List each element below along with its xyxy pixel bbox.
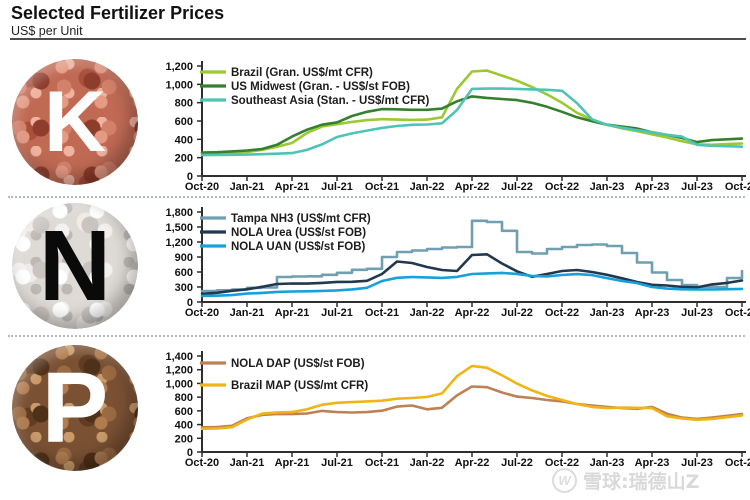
series-line-N-0 [200,219,744,293]
x-tick-label: Oct-21 [365,457,399,469]
x-tick-label: Apr-21 [275,181,310,193]
y-tick-label: 0 [187,447,193,459]
nitrogen-letter: N [38,210,112,322]
watermark: W 雪球:瑞德山Z [552,467,699,494]
x-tick-label: Jan-23 [590,181,625,193]
x-tick-label: Jan-21 [230,181,265,193]
x-tick-label: Jul-23 [681,307,713,319]
y-tick-label: 400 [175,420,193,432]
x-tick-label: Apr-23 [635,457,670,469]
legend-label: Tampa NH3 (US$/mt CFR) [231,213,371,225]
x-tick-label: Oct-21 [365,307,399,319]
y-tick-label: 600 [175,116,193,128]
y-tick-label: 200 [175,153,193,165]
x-tick-label: Jul-21 [321,457,353,469]
x-tick-label: Jan-23 [590,457,625,469]
page-title: Selected Fertilizer Prices [11,3,225,23]
y-tick-label: 1,500 [165,222,193,234]
legend-label: NOLA Urea (US$/st FOB) [231,227,366,239]
y-tick-label: 1,000 [165,378,193,390]
x-tick-label: Oct-23 [725,457,750,469]
legend-label: Southeast Asia (Stan. - US$/mt CFR) [231,95,429,107]
x-tick-label: Jul-22 [501,307,533,319]
x-tick-label: Apr-23 [635,307,670,319]
x-tick-label: Oct-22 [545,307,579,319]
x-tick-label: Oct-21 [365,181,399,193]
phosphate-letter: P [41,352,109,464]
x-tick-label: Jan-21 [230,457,265,469]
x-tick-label: Oct-20 [185,457,219,469]
legend-label: NOLA UAN (US$/st FOB) [231,241,366,253]
panel-N: 0 300 600 900 1,200 1,500 1,800 Oct-20 Jan-21 Apr… [165,207,750,319]
x-tick-label: Apr-21 [275,457,310,469]
x-tick-label: Oct-22 [545,457,579,469]
y-tick-label: 600 [175,406,193,418]
x-tick-label: Apr-22 [455,181,490,193]
y-tick-label: 1,200 [165,61,193,73]
y-tick-label: 200 [175,433,193,445]
x-tick-label: Oct-23 [725,307,750,319]
y-tick-label: 1,200 [165,237,193,249]
series-line-P-0 [200,385,744,429]
y-tick-label: 1,000 [165,79,193,91]
phosphate-granules-image: P [12,345,138,471]
legend-label: Brazil (Gran. US$/mt CFR) [231,67,373,79]
y-tick-label: 400 [175,134,193,146]
legend-label: NOLA DAP (US$/st FOB) [231,358,365,370]
series-line-N-1 [200,253,744,296]
x-tick-label: Jul-21 [321,181,353,193]
panel-divider-1 [8,196,745,198]
y-tick-label: 0 [187,171,193,183]
y-tick-label: 800 [175,392,193,404]
series-line-P-1 [200,364,744,431]
x-tick-label: Jul-22 [501,457,533,469]
legend-label: Brazil MAP (US$/mt CFR) [231,380,368,392]
x-tick-label: Jul-23 [681,181,713,193]
x-tick-label: Jan-22 [410,307,445,319]
series-line-K-2 [200,87,744,157]
x-tick-label: Apr-23 [635,181,670,193]
x-tick-label: Jul-21 [321,307,353,319]
y-tick-label: 0 [187,297,193,309]
x-tick-label: Apr-22 [455,457,490,469]
x-tick-label: Jul-23 [681,457,713,469]
x-tick-label: Jul-22 [501,181,533,193]
panel-divider-2 [8,335,745,337]
nitrogen-prills-image: N [12,203,138,329]
y-tick-label: 300 [175,282,193,294]
potash-letter: K [43,74,107,170]
watermark-text: 雪球:瑞德山Z [583,471,700,493]
unit-label: US$ per Unit [11,24,83,38]
x-tick-label: Oct-23 [725,181,750,193]
xueqiu-logo-icon: W [552,468,577,493]
x-tick-label: Jan-22 [410,181,445,193]
series-line-N-2 [200,271,744,298]
y-tick-label: 1,800 [165,207,193,219]
header-divider [10,38,746,40]
x-tick-label: Apr-22 [455,307,490,319]
series-line-K-0 [200,69,744,155]
x-tick-label: Oct-22 [545,181,579,193]
y-tick-label: 900 [175,252,193,264]
y-tick-label: 1,400 [165,351,193,363]
x-tick-label: Apr-21 [275,307,310,319]
x-tick-label: Jan-23 [590,307,625,319]
x-tick-label: Oct-20 [185,181,219,193]
panel-K: 0 200 400 600 800 1,000 1,200 Oct-20 Jan-21 Apr-2… [165,61,750,193]
x-tick-label: Jan-22 [410,457,445,469]
x-tick-label: Oct-20 [185,307,219,319]
y-tick-label: 800 [175,98,193,110]
x-tick-label: Jan-21 [230,307,265,319]
y-tick-label: 600 [175,267,193,279]
y-tick-label: 1,200 [165,365,193,377]
legend-label: US Midwest (Gran. - US$/st FOB) [231,81,410,93]
potash-granules-image: K [12,59,138,185]
